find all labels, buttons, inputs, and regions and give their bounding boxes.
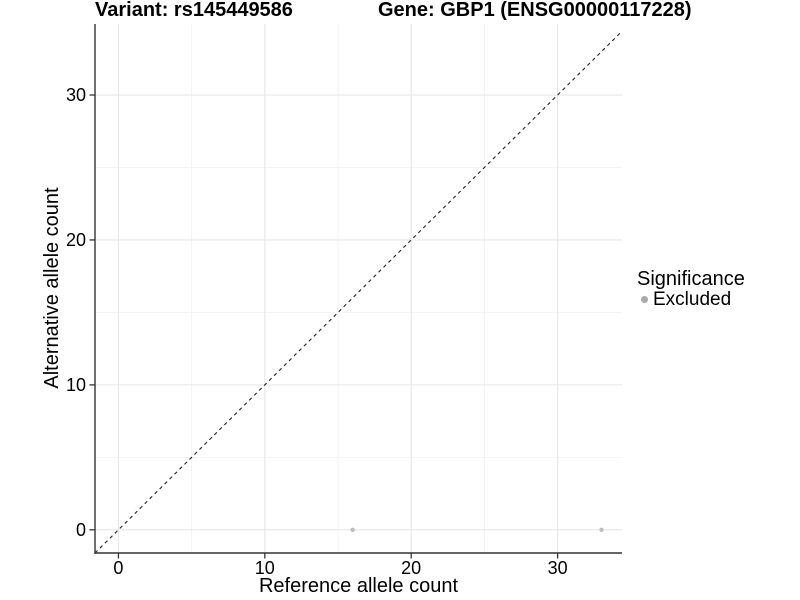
- legend-item-excluded: Excluded: [637, 289, 745, 309]
- plot-title-gene: Gene: GBP1 (ENSG00000117228): [378, 0, 692, 21]
- y-tick-label: 10: [66, 375, 86, 395]
- x-tick-label: 30: [548, 558, 568, 578]
- legend-item-label: Excluded: [653, 288, 732, 310]
- legend-title: Significance: [637, 268, 745, 290]
- plot-title-variant: Variant: rs145449586: [95, 0, 293, 21]
- y-tick-label: 0: [76, 520, 86, 540]
- x-tick-label: 20: [401, 558, 421, 578]
- legend-point-icon: [641, 295, 648, 303]
- legend: Significance Excluded: [637, 269, 745, 309]
- x-tick-label: 0: [113, 558, 123, 578]
- data-point: [350, 527, 355, 533]
- y-tick-label: 30: [66, 85, 86, 105]
- x-axis-title: Reference allele count: [258, 575, 458, 597]
- y-tick-label: 20: [66, 230, 86, 250]
- data-point: [599, 527, 604, 533]
- y-axis-title: Alternative allele count: [41, 187, 63, 389]
- identity-reference-line: [94, 30, 623, 554]
- x-tick-label: 10: [255, 558, 275, 578]
